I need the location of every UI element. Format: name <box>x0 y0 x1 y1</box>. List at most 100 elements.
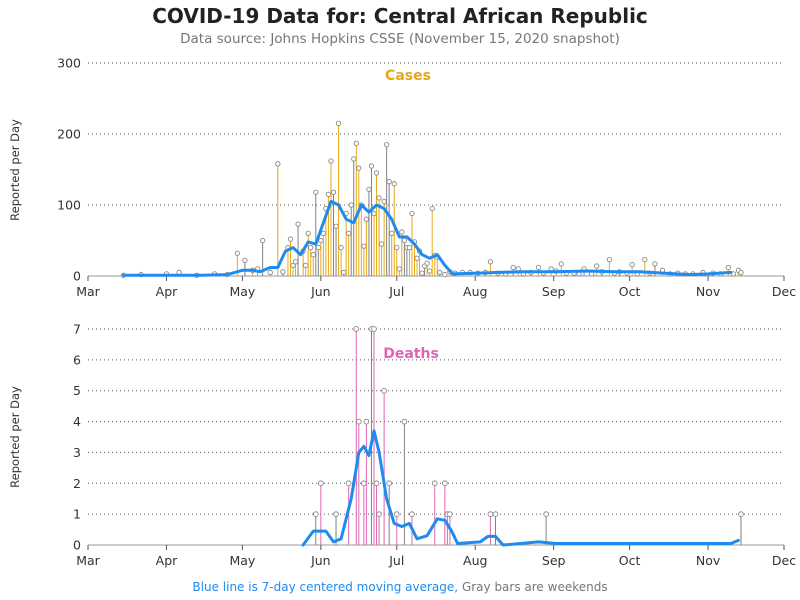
cases-y-axis-label: Reported per Day <box>8 119 22 221</box>
deaths-moving-average-line <box>301 429 740 547</box>
deaths-point-20 <box>447 511 453 517</box>
cases-point-70 <box>427 268 433 274</box>
cases-xtick-label-nov: Nov <box>696 284 721 299</box>
deaths-point-2 <box>333 511 339 517</box>
deaths-point-22 <box>492 511 499 517</box>
cases-xtick-label-dec: Dec <box>772 284 796 299</box>
cases-point-121 <box>738 269 744 276</box>
cases-point-30 <box>325 191 332 198</box>
cases-point-27 <box>318 237 324 244</box>
deaths-panel-title: Deaths <box>383 346 439 362</box>
footnote-average-note: Blue line is 7-day centered moving avera… <box>192 580 459 594</box>
cases-point-52 <box>381 198 387 205</box>
cases-point-45 <box>363 216 370 222</box>
deaths-point-12 <box>381 387 387 394</box>
deaths-xtick-label-may: May <box>229 553 255 568</box>
cases-point-99 <box>594 263 600 269</box>
cases-point-40 <box>351 156 357 162</box>
cases-point-28 <box>320 230 327 237</box>
deaths-point-1 <box>317 480 324 487</box>
deaths-ytick-label-1: 1 <box>73 507 81 522</box>
cases-point-93 <box>558 261 564 267</box>
cases-point-23 <box>308 244 314 251</box>
cases-point-75 <box>442 271 448 278</box>
cases-point-34 <box>335 120 342 127</box>
cases-point-82 <box>487 259 494 265</box>
cases-point-105 <box>629 261 635 268</box>
deaths-point-16 <box>409 511 415 517</box>
deaths-point-9 <box>371 326 377 332</box>
cases-point-101 <box>606 257 613 263</box>
deaths-xtick-label-oct: Oct <box>619 553 641 568</box>
cases-point-22 <box>305 230 311 237</box>
cases-point-57 <box>394 244 400 251</box>
cases-point-44 <box>361 243 367 249</box>
cases-point-58 <box>396 266 402 272</box>
deaths-point-18 <box>442 480 448 487</box>
cases-point-35 <box>338 244 344 251</box>
cases-point-7 <box>234 250 240 256</box>
deaths-point-15 <box>401 418 408 425</box>
cases-point-56 <box>391 181 397 187</box>
deaths-point-4 <box>353 326 360 332</box>
deaths-point-6 <box>361 480 367 487</box>
cases-point-59 <box>399 229 405 235</box>
cases-xtick-label-aug: Aug <box>463 284 487 299</box>
page-title: COVID-19 Data for: Central African Repub… <box>152 4 648 28</box>
cases-point-69 <box>424 260 430 266</box>
cases-point-11 <box>259 237 266 244</box>
deaths-point-10 <box>373 480 380 487</box>
cases-point-13 <box>275 161 281 167</box>
deaths-ytick-label-6: 6 <box>73 352 81 367</box>
deaths-point-17 <box>431 480 438 487</box>
cases-point-51 <box>378 241 385 247</box>
deaths-xtick-label-jul: Jul <box>388 553 404 568</box>
deaths-point-7 <box>363 418 370 425</box>
cases-point-25 <box>313 189 319 195</box>
cases-point-31 <box>328 158 334 164</box>
deaths-point-23 <box>543 511 549 517</box>
deaths-xtick-label-aug: Aug <box>463 553 487 568</box>
cases-point-74 <box>437 269 443 276</box>
cases-point-55 <box>389 230 395 237</box>
cases-point-65 <box>414 255 420 261</box>
deaths-panel: 0 1 2 3 4 5 6 7 Mar Apr May Jun Jul Aug Sep Oct Nov Dec Re… <box>8 322 796 569</box>
cases-point-67 <box>419 270 425 276</box>
deaths-point-0 <box>312 511 319 517</box>
cases-point-85 <box>510 264 516 271</box>
footnote-weekend-note: Gray bars are weekends <box>461 580 608 594</box>
cases-xtick-label-jul: Jul <box>388 284 404 299</box>
cases-point-24 <box>310 252 316 258</box>
deaths-ytick-label-4: 4 <box>73 414 81 429</box>
deaths-xtick-label-apr: Apr <box>156 553 178 568</box>
deaths-ytick-label-7: 7 <box>73 322 81 337</box>
cases-xtick-label-mar: Mar <box>76 284 100 299</box>
cases-ytick-label-100: 100 <box>57 198 81 213</box>
deaths-point-13 <box>386 480 393 487</box>
cases-point-33 <box>333 223 339 229</box>
cases-point-8 <box>242 257 248 264</box>
cases-point-18 <box>292 259 299 265</box>
cases-point-19 <box>295 221 301 227</box>
cases-point-89 <box>535 264 542 271</box>
cases-point-49 <box>373 170 380 176</box>
cases-xtick-label-apr: Apr <box>156 284 178 299</box>
cases-point-39 <box>348 202 354 208</box>
cases-ytick-label-300: 300 <box>57 56 81 71</box>
cases-panel: 0 100 200 300 Mar Apr May Jun Jul Aug Sep Oct Nov Dec… <box>8 56 796 300</box>
cases-moving-average-line <box>121 199 733 277</box>
cases-point-46 <box>366 186 372 193</box>
deaths-ytick-label-0: 0 <box>73 538 81 553</box>
cases-point-42 <box>356 165 362 171</box>
deaths-ytick-label-3: 3 <box>73 445 81 460</box>
deaths-point-21 <box>487 511 494 517</box>
cases-xtick-label-jun: Jun <box>310 284 331 299</box>
cases-point-109 <box>652 261 658 267</box>
page-subtitle: Data source: Johns Hopkins CSSE (Novembe… <box>180 31 620 47</box>
deaths-point-11 <box>376 511 382 517</box>
deaths-xtick-label-dec: Dec <box>772 553 796 568</box>
footnote: Blue line is 7-day centered moving avera… <box>0 580 800 594</box>
cases-point-71 <box>429 205 435 212</box>
cases-point-63 <box>409 210 415 217</box>
